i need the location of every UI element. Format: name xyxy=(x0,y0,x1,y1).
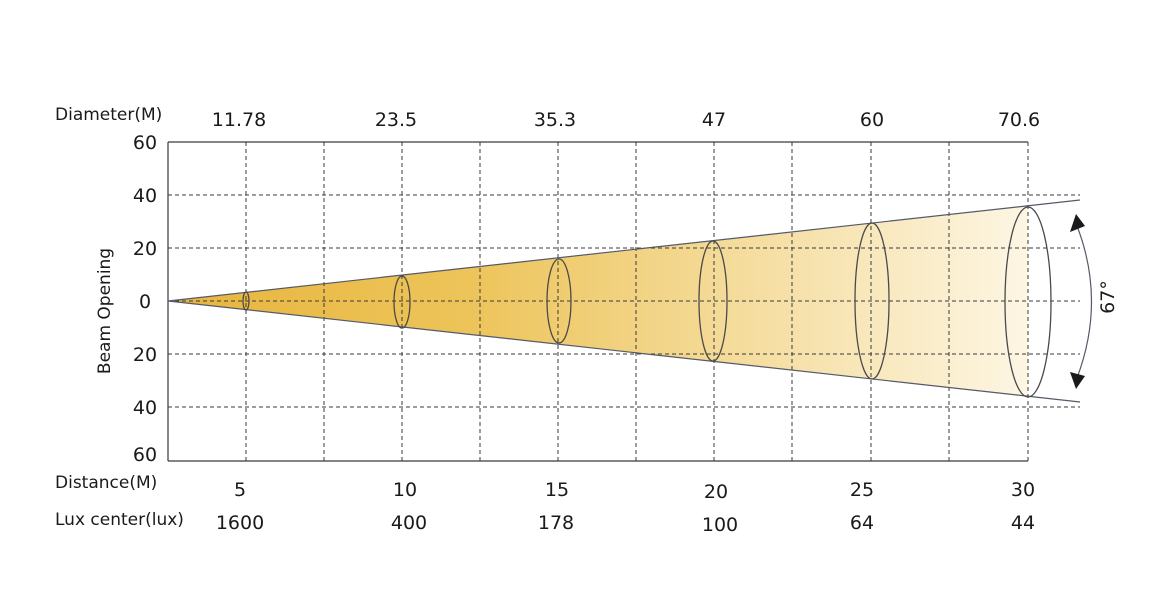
lux-values: 1600 400 178 100 64 44 xyxy=(216,512,1035,536)
cross-section-20m xyxy=(698,240,728,362)
beam-edge-top xyxy=(167,199,1081,302)
beam-angle-label: 67° xyxy=(1097,280,1119,314)
lux-value: 400 xyxy=(391,512,427,534)
arrow-down-icon xyxy=(1070,372,1085,389)
y-axis-ticks: 60 40 20 0 20 40 60 xyxy=(133,132,157,466)
distance-value: 15 xyxy=(545,479,569,501)
cross-section-30m xyxy=(1004,206,1052,398)
y-tick: 60 xyxy=(133,132,157,154)
y-tick: 60 xyxy=(133,444,157,466)
distance-value: 30 xyxy=(1011,479,1035,501)
cross-section-15m xyxy=(546,258,572,344)
diameter-value: 70.6 xyxy=(998,109,1040,131)
cross-section-5m xyxy=(242,291,250,311)
beam-cross-sections xyxy=(242,206,1052,398)
distance-value: 25 xyxy=(850,479,874,501)
diameter-values: 11.78 23.5 35.3 47 60 70.6 xyxy=(212,109,1040,131)
lux-value: 64 xyxy=(850,512,874,534)
horizontal-grid xyxy=(168,194,1080,408)
diameter-value: 23.5 xyxy=(375,109,417,131)
lux-value: 100 xyxy=(702,514,738,536)
diameter-value: 11.78 xyxy=(212,109,266,131)
angle-indicator: 67° xyxy=(1070,214,1119,389)
beam-opening-label: Beam Opening xyxy=(95,248,115,374)
y-tick: 0 xyxy=(139,291,151,313)
distance-row-label: Distance(M) xyxy=(55,473,157,493)
lux-value: 1600 xyxy=(216,512,264,534)
y-tick: 20 xyxy=(133,238,157,260)
y-tick: 40 xyxy=(133,397,157,419)
lux-value: 44 xyxy=(1011,512,1035,534)
distance-value: 20 xyxy=(704,481,728,503)
arrow-up-icon xyxy=(1070,214,1085,232)
cross-section-25m xyxy=(854,222,890,380)
cross-section-10m xyxy=(393,275,411,329)
y-tick: 40 xyxy=(133,185,157,207)
diameter-value: 47 xyxy=(702,109,726,131)
diameter-value: 35.3 xyxy=(534,109,576,131)
diameter-row-label: Diameter(M) xyxy=(55,105,162,125)
distance-value: 5 xyxy=(234,479,246,501)
beam-edge-bottom xyxy=(167,300,1081,403)
lux-row-label: Lux center(lux) xyxy=(55,510,184,530)
distance-values: 5 10 15 20 25 30 xyxy=(234,479,1035,503)
y-tick: 20 xyxy=(133,344,157,366)
distance-value: 10 xyxy=(393,479,417,501)
lux-value: 178 xyxy=(538,512,574,534)
diameter-value: 60 xyxy=(860,109,884,131)
